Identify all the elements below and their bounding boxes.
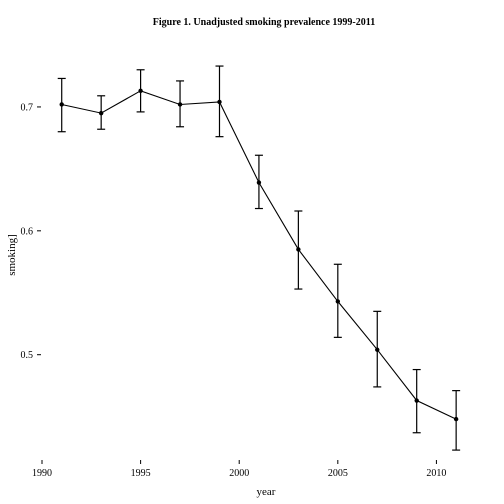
y-axis-label: smoking] bbox=[6, 234, 18, 276]
data-points bbox=[59, 88, 459, 422]
data-point bbox=[414, 398, 419, 403]
y-tick-label: 0.6 bbox=[21, 226, 34, 237]
series-line-layer bbox=[61, 90, 457, 420]
x-tick-label: 2010 bbox=[426, 468, 446, 479]
x-tick-label: 1990 bbox=[32, 468, 52, 479]
series-line bbox=[61, 90, 457, 420]
y-tick-label: 0.7 bbox=[21, 102, 34, 113]
x-axis-label: year bbox=[257, 486, 276, 498]
data-point bbox=[217, 99, 222, 105]
data-point bbox=[335, 299, 341, 304]
x-tick-label: 1995 bbox=[131, 468, 151, 479]
y-tick-label: 0.5 bbox=[21, 350, 34, 361]
axes: 1990 1995 2000 2005 2010 0.5 0.6 0.7 bbox=[21, 102, 447, 479]
x-tick-label: 2005 bbox=[328, 468, 348, 479]
data-point bbox=[177, 102, 183, 107]
data-point bbox=[138, 88, 143, 94]
data-point bbox=[296, 247, 301, 252]
data-point bbox=[256, 180, 262, 185]
error-bars bbox=[57, 65, 461, 451]
chart-title: Figure 1. Unadjusted smoking prevalence … bbox=[153, 17, 375, 28]
x-tick-label: 2000 bbox=[229, 468, 249, 479]
data-point bbox=[98, 110, 104, 116]
data-point bbox=[375, 347, 380, 352]
data-point bbox=[453, 416, 459, 422]
data-point bbox=[59, 102, 64, 107]
